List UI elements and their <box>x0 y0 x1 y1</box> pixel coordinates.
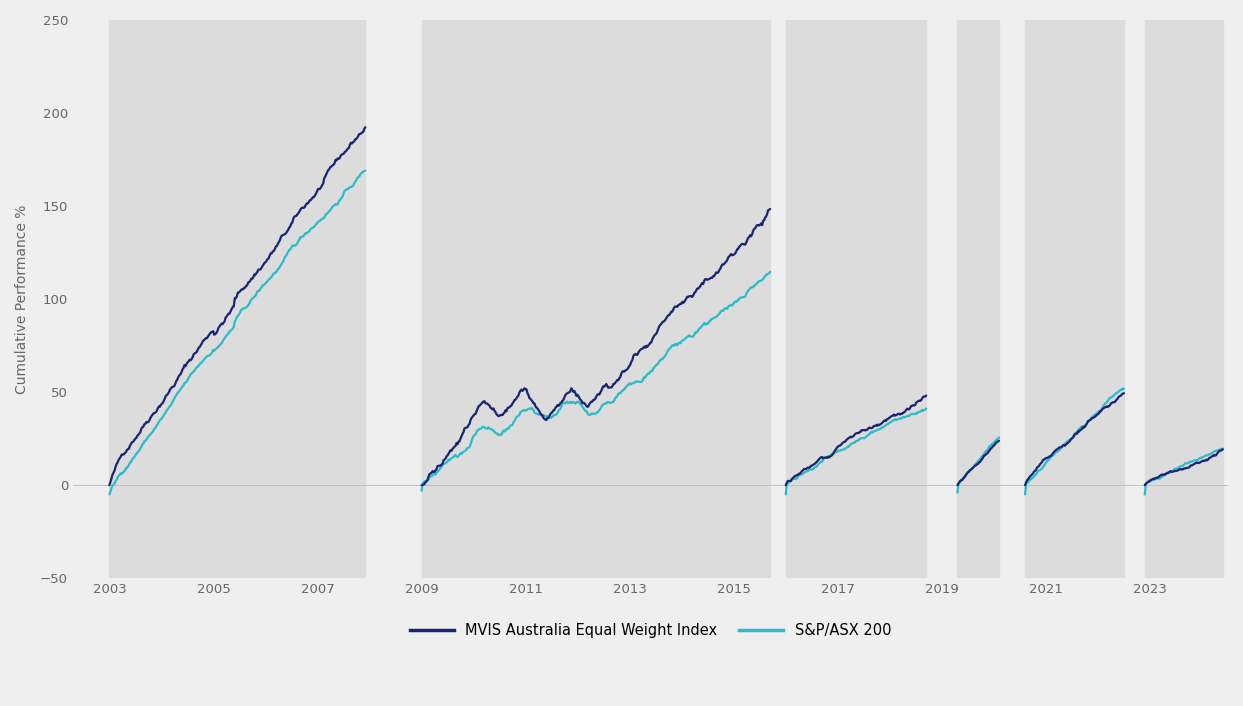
Bar <box>1025 20 1124 578</box>
Bar <box>786 20 926 578</box>
Bar <box>109 20 365 578</box>
Bar <box>1145 20 1223 578</box>
Bar <box>957 20 999 578</box>
Y-axis label: Cumulative Performance %: Cumulative Performance % <box>15 205 29 394</box>
Legend: MVIS Australia Equal Weight Index, S&P/ASX 200: MVIS Australia Equal Weight Index, S&P/A… <box>404 617 897 643</box>
Bar <box>421 20 771 578</box>
